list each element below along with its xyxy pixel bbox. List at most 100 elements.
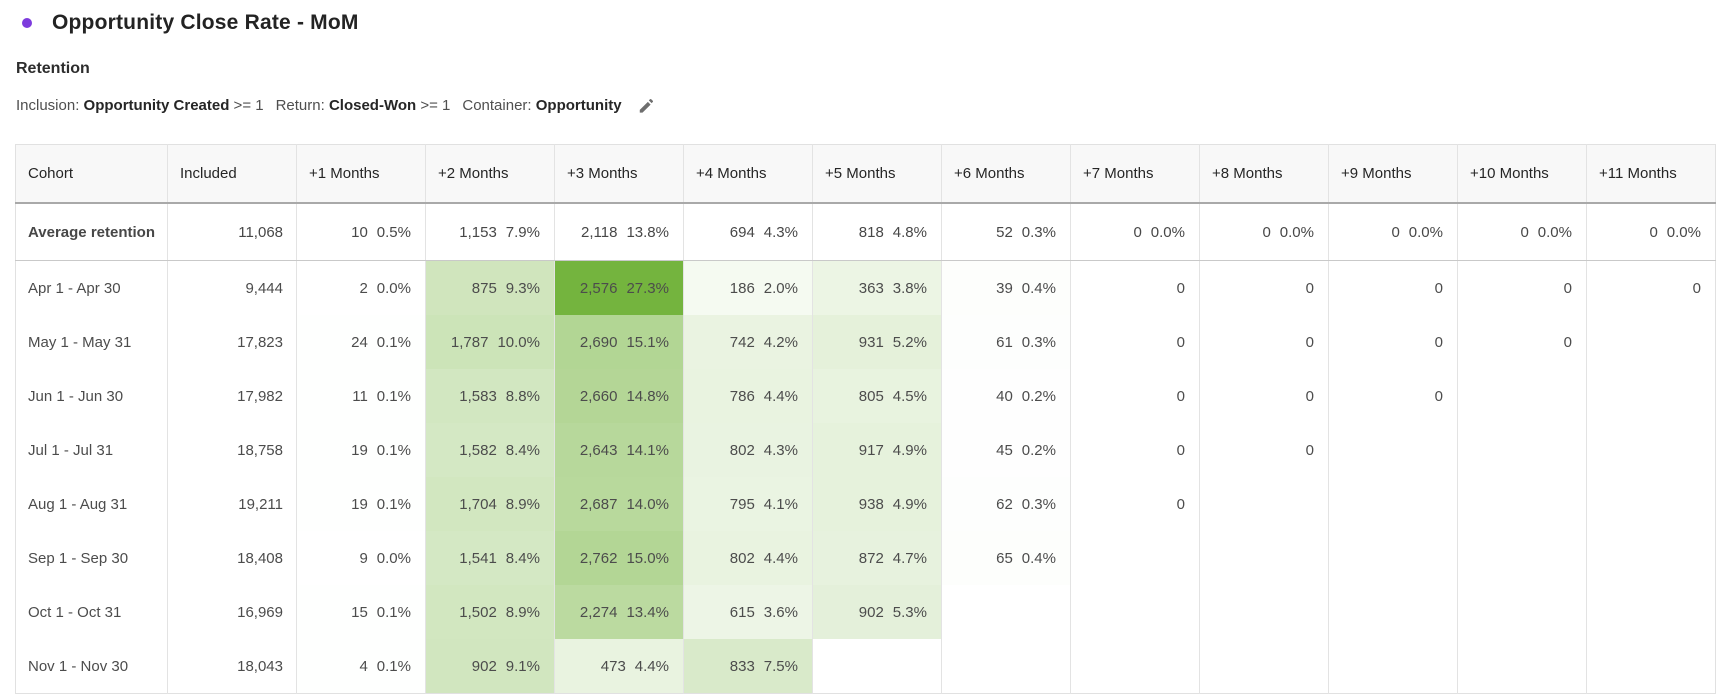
metric-cell[interactable]: 938 4.9%	[812, 477, 942, 531]
metric-cell[interactable]: 19 0.1%	[296, 423, 426, 477]
metric-cell[interactable]: 872 4.7%	[812, 531, 942, 585]
cohort-cell[interactable]: Aug 1 - Aug 31	[28, 495, 128, 513]
metric-cell[interactable]: 19 0.1%	[296, 477, 426, 531]
metric-cell[interactable]	[1070, 531, 1200, 585]
edit-criteria-button[interactable]	[634, 98, 654, 114]
metric-cell[interactable]	[1586, 477, 1716, 531]
metric-cell[interactable]: 742 4.2%	[683, 315, 813, 369]
cohort-cell[interactable]: Apr 1 - Apr 30	[28, 279, 121, 297]
metric-cell[interactable]: 0 0.0%	[1328, 203, 1458, 261]
metric-cell[interactable]: 833 7.5%	[683, 639, 813, 694]
metric-cell[interactable]	[1586, 531, 1716, 585]
metric-cell[interactable]	[1328, 531, 1458, 585]
metric-cell[interactable]: 0	[1328, 260, 1458, 315]
included-cell[interactable]: 18,758	[167, 423, 297, 477]
metric-cell[interactable]: 0 0.0%	[1457, 203, 1587, 261]
metric-cell[interactable]: 795 4.1%	[683, 477, 813, 531]
metric-cell[interactable]: 2 0.0%	[296, 260, 426, 315]
cohort-cell[interactable]: Sep 1 - Sep 30	[28, 549, 129, 567]
metric-cell[interactable]: 0	[1586, 260, 1716, 315]
cohort-cell[interactable]: May 1 - May 31	[28, 333, 132, 351]
metric-cell[interactable]: 902 5.3%	[812, 585, 942, 639]
metric-cell[interactable]: 2,118 13.8%	[554, 203, 684, 261]
metric-cell[interactable]: 917 4.9%	[812, 423, 942, 477]
metric-cell[interactable]: 0	[1328, 369, 1458, 423]
cohort-cell[interactable]: Jun 1 - Jun 30	[28, 387, 124, 405]
metric-cell[interactable]: 0	[1199, 260, 1329, 315]
metric-cell[interactable]: 2,274 13.4%	[554, 585, 684, 639]
metric-cell[interactable]	[1328, 423, 1458, 477]
metric-cell[interactable]: 62 0.3%	[941, 477, 1071, 531]
metric-cell[interactable]: 802 4.4%	[683, 531, 813, 585]
metric-cell[interactable]: 186 2.0%	[683, 260, 813, 315]
metric-cell[interactable]: 52 0.3%	[941, 203, 1071, 261]
metric-cell[interactable]: 473 4.4%	[554, 639, 684, 694]
metric-cell[interactable]: 805 4.5%	[812, 369, 942, 423]
metric-cell[interactable]	[1070, 585, 1200, 639]
metric-cell[interactable]: 0	[1199, 423, 1329, 477]
metric-cell[interactable]: 0	[1070, 315, 1200, 369]
metric-cell[interactable]	[1586, 369, 1716, 423]
metric-cell[interactable]: 10 0.5%	[296, 203, 426, 261]
metric-cell[interactable]	[1457, 477, 1587, 531]
metric-cell[interactable]: 1,787 10.0%	[425, 315, 555, 369]
metric-cell[interactable]: 9 0.0%	[296, 531, 426, 585]
metric-cell[interactable]: 15 0.1%	[296, 585, 426, 639]
metric-cell[interactable]: 0	[1199, 315, 1329, 369]
metric-cell[interactable]: 2,690 15.1%	[554, 315, 684, 369]
metric-cell[interactable]	[1328, 585, 1458, 639]
metric-cell[interactable]: 0	[1199, 369, 1329, 423]
metric-cell[interactable]	[1199, 477, 1329, 531]
metric-cell[interactable]	[1586, 585, 1716, 639]
included-cell[interactable]: 11,068	[167, 203, 297, 261]
metric-cell[interactable]: 1,153 7.9%	[425, 203, 555, 261]
included-cell[interactable]: 18,043	[167, 639, 297, 694]
metric-cell[interactable]: 65 0.4%	[941, 531, 1071, 585]
included-cell[interactable]: 19,211	[167, 477, 297, 531]
metric-cell[interactable]	[1070, 639, 1200, 694]
metric-cell[interactable]: 694 4.3%	[683, 203, 813, 261]
metric-cell[interactable]: 2,762 15.0%	[554, 531, 684, 585]
included-cell[interactable]: 17,982	[167, 369, 297, 423]
metric-cell[interactable]	[1457, 531, 1587, 585]
metric-cell[interactable]	[1457, 585, 1587, 639]
metric-cell[interactable]	[1586, 423, 1716, 477]
metric-cell[interactable]: 615 3.6%	[683, 585, 813, 639]
metric-cell[interactable]: 39 0.4%	[941, 260, 1071, 315]
metric-cell[interactable]: 11 0.1%	[296, 369, 426, 423]
included-cell[interactable]: 18,408	[167, 531, 297, 585]
metric-cell[interactable]	[1586, 639, 1716, 694]
metric-cell[interactable]: 2,576 27.3%	[554, 260, 684, 315]
metric-cell[interactable]	[812, 639, 942, 694]
metric-cell[interactable]: 786 4.4%	[683, 369, 813, 423]
metric-cell[interactable]	[1586, 315, 1716, 369]
metric-cell[interactable]: 802 4.3%	[683, 423, 813, 477]
metric-cell[interactable]: 1,582 8.4%	[425, 423, 555, 477]
metric-cell[interactable]: 818 4.8%	[812, 203, 942, 261]
metric-cell[interactable]: 0 0.0%	[1070, 203, 1200, 261]
included-cell[interactable]: 16,969	[167, 585, 297, 639]
metric-cell[interactable]: 363 3.8%	[812, 260, 942, 315]
metric-cell[interactable]	[941, 585, 1071, 639]
metric-cell[interactable]: 902 9.1%	[425, 639, 555, 694]
metric-cell[interactable]: 931 5.2%	[812, 315, 942, 369]
metric-cell[interactable]: 0 0.0%	[1199, 203, 1329, 261]
metric-cell[interactable]: 4 0.1%	[296, 639, 426, 694]
metric-cell[interactable]	[1199, 639, 1329, 694]
metric-cell[interactable]	[1328, 477, 1458, 531]
metric-cell[interactable]: 0	[1457, 260, 1587, 315]
cohort-cell[interactable]: Nov 1 - Nov 30	[28, 657, 129, 675]
metric-cell[interactable]	[1457, 369, 1587, 423]
metric-cell[interactable]	[1328, 639, 1458, 694]
metric-cell[interactable]: 0 0.0%	[1586, 203, 1716, 261]
metric-cell[interactable]: 0	[1070, 477, 1200, 531]
metric-cell[interactable]	[1199, 585, 1329, 639]
metric-cell[interactable]: 2,687 14.0%	[554, 477, 684, 531]
metric-cell[interactable]: 40 0.2%	[941, 369, 1071, 423]
cohort-cell[interactable]: Oct 1 - Oct 31	[28, 603, 122, 621]
metric-cell[interactable]	[1199, 531, 1329, 585]
metric-cell[interactable]	[1457, 423, 1587, 477]
metric-cell[interactable]: 2,660 14.8%	[554, 369, 684, 423]
included-cell[interactable]: 17,823	[167, 315, 297, 369]
metric-cell[interactable]: 45 0.2%	[941, 423, 1071, 477]
